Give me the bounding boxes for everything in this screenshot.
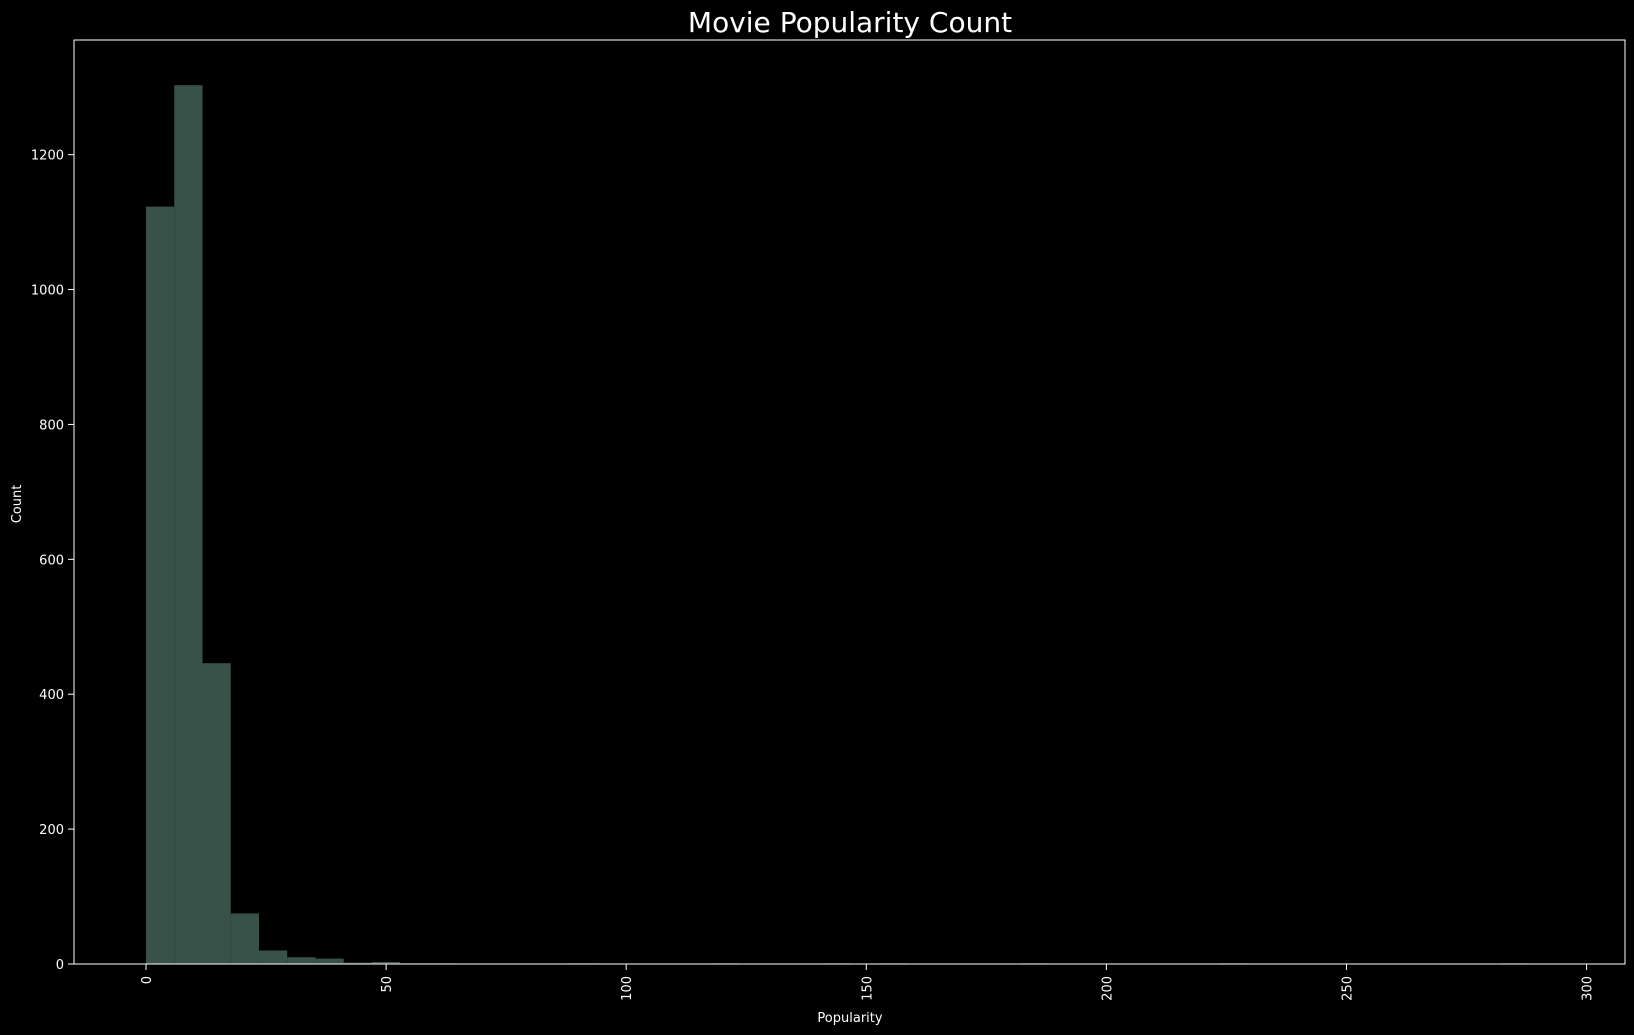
y-tick-label: 0: [56, 958, 64, 973]
x-axis-ticks: 0 50 100 150 200 250 300: [140, 964, 1596, 1001]
y-axis-ticks: 0 200 400 600 800 1000 1200: [31, 149, 74, 973]
y-tick-label: 1200: [31, 149, 64, 164]
x-tick-label: 300: [1581, 976, 1596, 1001]
x-tick-label: 200: [1100, 976, 1115, 1001]
histogram-bar: [287, 957, 316, 964]
histogram-bar: [230, 913, 259, 964]
x-tick-label: 150: [860, 976, 875, 1001]
x-tick-label: 0: [140, 976, 155, 984]
histogram-bar: [146, 206, 175, 964]
chart-title: Movie Popularity Count: [688, 6, 1012, 39]
y-tick-label: 200: [39, 823, 64, 838]
y-axis-label: Count: [10, 485, 25, 524]
histogram-bar: [202, 663, 231, 964]
bars-group: [146, 85, 1530, 965]
x-tick-label: 250: [1340, 976, 1355, 1001]
x-axis-label: Popularity: [817, 1011, 882, 1026]
x-tick-label: 100: [620, 976, 635, 1001]
histogram-bar: [258, 950, 288, 964]
histogram-bar: [315, 958, 344, 964]
y-tick-label: 600: [39, 553, 64, 568]
y-tick-label: 400: [39, 688, 64, 703]
y-tick-label: 800: [39, 418, 64, 433]
histogram-bar: [343, 962, 372, 964]
histogram-bar: [174, 85, 203, 964]
y-tick-label: 1000: [31, 284, 64, 299]
histogram-bar: [371, 961, 401, 964]
plot-frame: [73, 39, 1626, 965]
x-tick-label: 50: [380, 976, 395, 993]
